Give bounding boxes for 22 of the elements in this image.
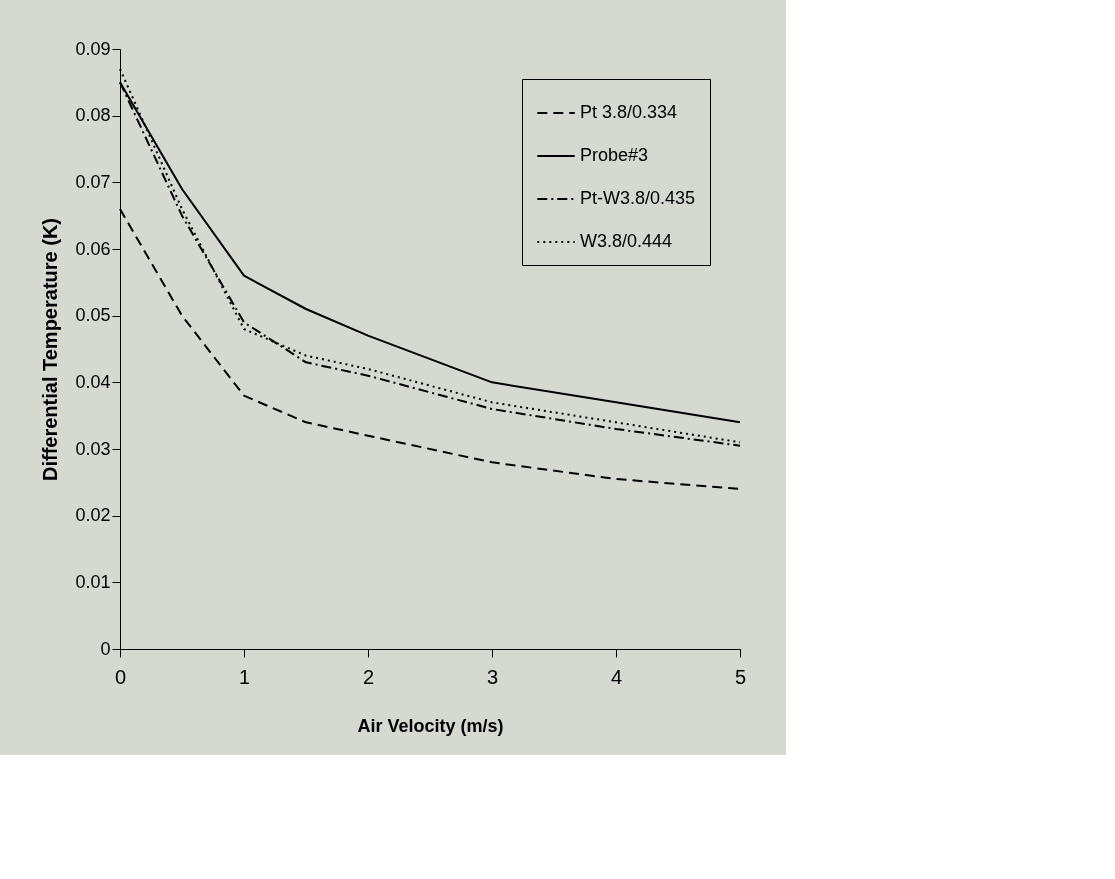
legend-label: W3.8/0.444 xyxy=(580,231,673,251)
x-tick-label: 5 xyxy=(734,665,747,688)
y-tick-label: 0 xyxy=(100,638,111,659)
legend-label: Pt 3.8/0.334 xyxy=(580,102,678,122)
x-tick-label: 4 xyxy=(610,665,623,688)
y-tick-label: 0.03 xyxy=(75,438,111,459)
x-axis-title: Air Velocity (m/s) xyxy=(357,715,504,736)
y-tick-label: 0.06 xyxy=(75,238,111,259)
x-tick-label: 2 xyxy=(362,665,375,688)
x-tick-label: 3 xyxy=(486,665,499,688)
y-tick-label: 0.08 xyxy=(75,105,111,126)
y-tick-label: 0.02 xyxy=(75,505,111,526)
x-tick-label: 0 xyxy=(114,665,127,688)
x-tick-label: 1 xyxy=(238,665,251,688)
legend-label: Pt-W3.8/0.435 xyxy=(580,188,696,208)
y-tick-label: 0.09 xyxy=(75,38,111,59)
y-tick-label: 0.01 xyxy=(75,571,111,592)
y-tick-label: 0.07 xyxy=(75,171,111,192)
legend-label: Probe#3 xyxy=(580,145,649,165)
y-tick-label: 0.05 xyxy=(75,305,111,326)
y-tick-label: 0.04 xyxy=(75,371,111,392)
y-axis-title: Differential Temperature (K) xyxy=(39,217,62,482)
